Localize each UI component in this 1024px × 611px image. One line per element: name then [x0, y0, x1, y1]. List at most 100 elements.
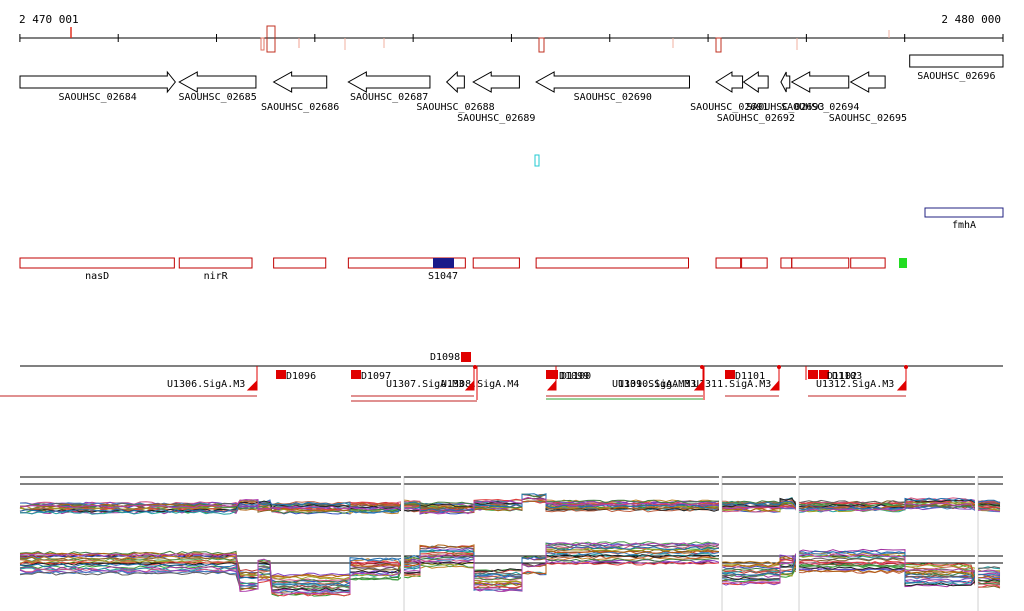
transcript-lines — [0, 395, 906, 402]
gene-label: SAOUHSC_02684 — [59, 92, 137, 103]
gene-arrow[interactable] — [780, 71, 791, 93]
operon[interactable]: nasD — [19, 257, 175, 282]
operon[interactable] — [780, 257, 793, 269]
operon-box[interactable] — [273, 257, 327, 269]
operon[interactable] — [535, 257, 690, 269]
gene-saouhsc_02688[interactable]: SAOUHSC_02688 — [416, 70, 495, 113]
gene-saouhsc_02690[interactable]: SAOUHSC_02690 — [535, 71, 690, 103]
profile-gap — [796, 476, 799, 611]
gene-label: SAOUHSC_02688 — [416, 102, 494, 113]
gene-arrow[interactable] — [347, 71, 431, 93]
gene-saouhsc_02694[interactable]: SAOUHSC_02694 — [781, 71, 859, 113]
gene-saouhsc_02695[interactable]: SAOUHSC_02695 — [829, 71, 907, 124]
expression-profile-line — [19, 542, 1001, 595]
operon-box[interactable] — [715, 257, 742, 269]
operon-box[interactable] — [791, 257, 850, 269]
gene-arrow[interactable] — [849, 71, 886, 93]
gene-arrow[interactable] — [790, 71, 850, 93]
gene-label: SAOUHSC_02690 — [574, 92, 652, 103]
gene-label: SAOUHSC_02689 — [457, 113, 535, 124]
gene-saouhsc_02684[interactable]: SAOUHSC_02684 — [19, 70, 176, 103]
expression-profile-line — [19, 493, 1001, 514]
operon[interactable] — [273, 257, 327, 269]
gene-arrow[interactable] — [272, 71, 328, 93]
tu-box[interactable] — [461, 352, 471, 362]
gene-saouhsc_02696[interactable]: SAOUHSC_02696 — [909, 54, 1004, 82]
srna-S1047[interactable] — [433, 258, 454, 268]
expression-profile-line — [20, 500, 1001, 512]
gene-saouhsc_02685[interactable]: SAOUHSC_02685 — [178, 71, 257, 103]
gene-saouhsc_02686[interactable]: SAOUHSC_02686 — [261, 71, 339, 113]
promoter-label: U1306.SigA.M3 — [167, 379, 245, 390]
operon[interactable] — [715, 257, 742, 269]
expression-profiles — [19, 476, 1003, 611]
gene-label: SAOUHSC_02685 — [178, 92, 256, 103]
tu-box[interactable] — [819, 370, 829, 379]
expression-profile-line — [19, 541, 1001, 591]
operon-box[interactable] — [19, 257, 175, 269]
cyan-feature-mark[interactable] — [534, 154, 540, 167]
operon[interactable] — [741, 257, 768, 269]
tu-label: D1097 — [361, 371, 391, 382]
gene-saouhsc_02687[interactable]: SAOUHSC_02687 — [347, 71, 431, 103]
gene-arrow[interactable] — [178, 71, 257, 93]
green-marker[interactable] — [899, 258, 907, 268]
tu-label: D1102 — [827, 371, 857, 382]
operon-box[interactable] — [472, 257, 520, 269]
tu-label: D1101 — [735, 371, 765, 382]
ruler-site-marks — [260, 25, 890, 53]
operon-label: nirR — [204, 271, 229, 282]
promoter-label: U1307.SigA.M3 — [386, 379, 464, 390]
feature-box[interactable] — [924, 207, 1004, 218]
tu-box[interactable] — [808, 370, 818, 379]
tu-label: D1096 — [286, 371, 316, 382]
promoter-label: U1309.SigA.M3 — [612, 379, 690, 390]
gene-arrow[interactable] — [472, 71, 520, 93]
expression-profile-line — [19, 544, 1001, 591]
operon-box[interactable] — [780, 257, 793, 269]
expression-profile-line — [19, 550, 1001, 590]
tu-box[interactable] — [276, 370, 286, 379]
operon[interactable] — [347, 257, 466, 269]
gene-arrow[interactable] — [535, 71, 690, 93]
tu-box[interactable] — [351, 370, 361, 379]
operon-box[interactable] — [178, 257, 253, 269]
tu-label: D1103 — [832, 371, 862, 382]
gene-label: SAOUHSC_02694 — [781, 102, 859, 113]
operon[interactable] — [472, 257, 520, 269]
tu-box[interactable] — [546, 370, 558, 379]
tu-box[interactable] — [725, 370, 735, 379]
gene-saouhsc_02692[interactable]: SAOUHSC_02692 — [717, 71, 795, 124]
promoter-label: U1310.SigA.M3 — [618, 379, 696, 390]
gene-arrow[interactable] — [715, 71, 744, 93]
operon-box[interactable] — [347, 257, 466, 269]
feature-fmhA[interactable]: fmhA — [924, 207, 1004, 231]
gene-saouhsc_02691[interactable]: SAOUHSC_02691 — [690, 71, 768, 113]
gene-label: SAOUHSC_02693 — [746, 102, 824, 113]
expression-profile-line — [19, 547, 1000, 584]
operon-box[interactable] — [741, 257, 768, 269]
transcription-track: D1098 D1096 D1097 D1099 D1100 D1101 D110… — [0, 352, 1003, 402]
coordinate-ruler: 2 470 001 2 480 000 — [19, 13, 1004, 53]
operon-box[interactable] — [850, 257, 886, 269]
operon[interactable] — [791, 257, 850, 269]
expression-profile-line — [19, 554, 1001, 592]
gene-label: SAOUHSC_02695 — [829, 113, 907, 124]
gene-saouhsc_02693[interactable]: SAOUHSC_02693 — [746, 71, 824, 113]
operon[interactable]: nirR — [178, 257, 253, 282]
gene-arrow[interactable] — [445, 70, 465, 94]
gene-arrow[interactable] — [742, 71, 769, 93]
operon[interactable] — [850, 257, 886, 269]
expression-profile-line — [19, 548, 1001, 592]
expression-profile-line — [19, 543, 1001, 590]
gene-shape[interactable] — [909, 54, 1004, 68]
promoter-arrows — [246, 365, 908, 400]
gene-label: SAOUHSC_02687 — [350, 92, 428, 103]
gene-saouhsc_02689[interactable]: SAOUHSC_02689 — [457, 71, 535, 124]
operon-track: nasD nirR — [19, 257, 886, 282]
operon-box[interactable] — [535, 257, 690, 269]
gene-label: SAOUHSC_02696 — [917, 71, 995, 82]
promoter-label: U1312.SigA.M3 — [816, 379, 894, 390]
gene-arrow[interactable] — [19, 70, 176, 94]
